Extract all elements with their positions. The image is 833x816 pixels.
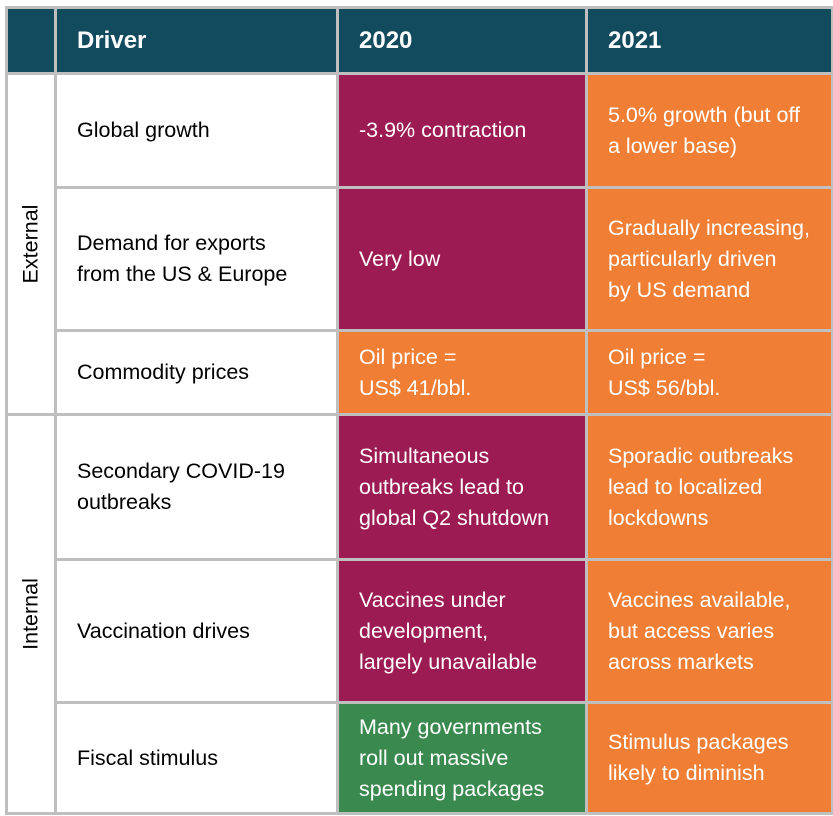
header-corner-cell <box>8 9 54 72</box>
value-2021-text: Vaccines available, but access varies ac… <box>608 587 791 674</box>
value-2020-cell: -3.9% contraction <box>339 75 585 186</box>
value-2020-text: Very low <box>359 246 441 271</box>
value-2021-cell: Sporadic outbreaks lead to localized loc… <box>588 416 831 558</box>
group-label-external: External <box>8 75 54 413</box>
driver-cell: Global growth <box>57 75 336 186</box>
value-2020-cell: Vaccines under development, largely unav… <box>339 561 585 701</box>
header-year-2020: 2020 <box>339 9 585 72</box>
driver-cell: Secondary COVID-19 outbreaks <box>57 416 336 558</box>
value-2021-text: 5.0% growth (but off a lower base) <box>608 102 801 158</box>
value-2021-text: Sporadic outbreaks lead to localized loc… <box>608 443 794 530</box>
value-2020-text: Many governments roll out massive spendi… <box>359 714 545 801</box>
value-2021-text: Oil price = US$ 56/bbl. <box>608 344 721 400</box>
driver-cell: Vaccination drives <box>57 561 336 701</box>
value-2020-text: -3.9% contraction <box>359 118 527 142</box>
drivers-table: Driver 2020 2021 External Internal Globa… <box>5 6 833 815</box>
driver-label: Fiscal stimulus <box>77 745 218 770</box>
value-2021-text: Gradually increasing, particularly drive… <box>608 215 810 302</box>
value-2021-cell: 5.0% growth (but off a lower base) <box>588 75 831 186</box>
driver-label: Vaccination drives <box>77 618 250 643</box>
value-2020-cell: Simultaneous outbreaks lead to global Q2… <box>339 416 585 558</box>
group-external-text: External <box>18 204 43 284</box>
header-driver: Driver <box>57 9 336 72</box>
driver-label: Demand for exports from the US & Europe <box>77 231 288 286</box>
group-internal-text: Internal <box>18 578 43 650</box>
value-2020-cell: Very low <box>339 189 585 329</box>
value-2021-cell: Gradually increasing, particularly drive… <box>588 189 831 329</box>
driver-cell: Demand for exports from the US & Europe <box>57 189 336 329</box>
value-2021-cell: Stimulus packages likely to diminish <box>588 704 831 812</box>
value-2020-text: Vaccines under development, largely unav… <box>359 587 538 674</box>
driver-label: Secondary COVID-19 outbreaks <box>77 459 285 514</box>
value-2021-cell: Vaccines available, but access varies ac… <box>588 561 831 701</box>
value-2020-cell: Oil price = US$ 41/bbl. <box>339 332 585 413</box>
driver-label: Global growth <box>77 118 210 142</box>
value-2020-cell: Many governments roll out massive spendi… <box>339 704 585 812</box>
group-label-internal: Internal <box>8 416 54 812</box>
value-2020-text: Oil price = US$ 41/bbl. <box>359 344 472 400</box>
value-2021-text: Stimulus packages likely to diminish <box>608 730 789 785</box>
value-2021-cell: Oil price = US$ 56/bbl. <box>588 332 831 413</box>
driver-cell: Commodity prices <box>57 332 336 413</box>
header-year-2021: 2021 <box>588 9 831 72</box>
driver-cell: Fiscal stimulus <box>57 704 336 812</box>
value-2020-text: Simultaneous outbreaks lead to global Q2… <box>359 443 550 530</box>
driver-label: Commodity prices <box>77 360 250 384</box>
